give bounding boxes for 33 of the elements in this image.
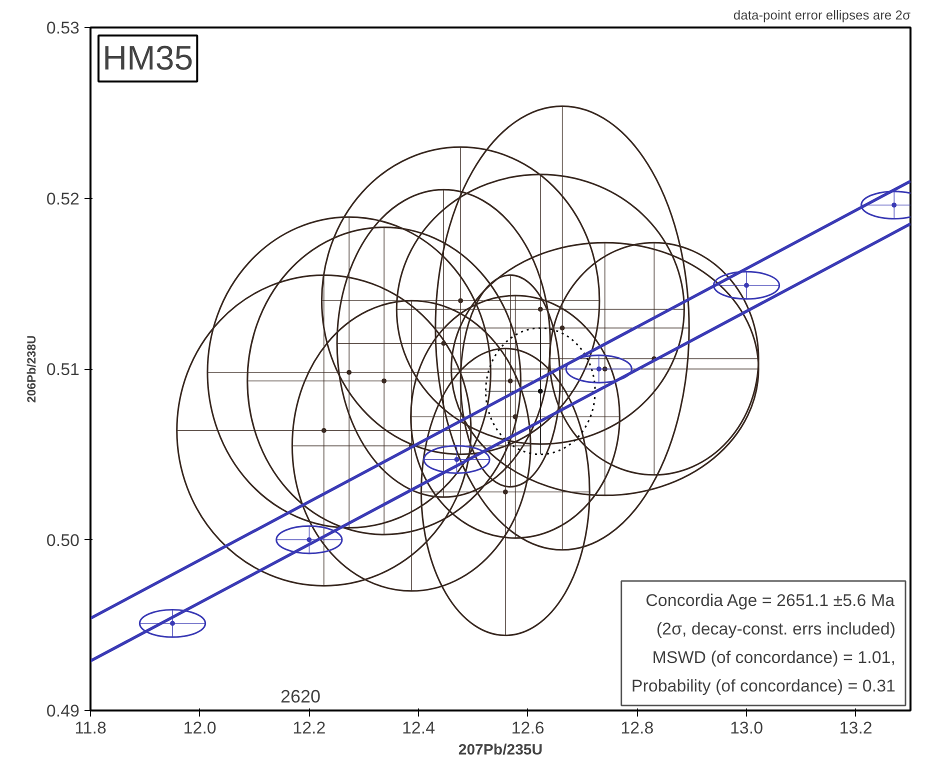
x-tick-label: 13.2: [839, 718, 872, 738]
y-tick-label: 0.53: [46, 18, 80, 38]
point: [892, 202, 897, 208]
point: [560, 326, 565, 331]
x-tick-label: 13.0: [730, 718, 764, 738]
y-tick-label: 0.52: [46, 189, 80, 208]
point: [382, 378, 387, 384]
x-axis-title: 207Pb/235U: [458, 742, 543, 758]
point: [538, 388, 543, 394]
x-tick-label: 12.4: [402, 718, 436, 738]
point: [454, 457, 460, 462]
point: [512, 414, 518, 420]
y-tick-label: 0.50: [46, 530, 80, 550]
text: data-point error ellipses are 2σ: [733, 8, 911, 22]
x-tick-label: 12.6: [511, 718, 544, 738]
point: [441, 340, 446, 346]
point: [502, 489, 508, 494]
point: [170, 620, 175, 626]
x-tick-label: 12.8: [620, 718, 654, 738]
point: [744, 282, 749, 288]
point: [596, 366, 602, 372]
y-tick-label: 0.49: [46, 702, 80, 720]
chart-title: HM35: [102, 40, 194, 78]
x-tick-label: 12.0: [183, 718, 216, 738]
y-axis-title: 206Pb/238U: [24, 335, 38, 403]
point: [458, 298, 464, 304]
point: [508, 378, 513, 384]
x-tick-label: 11.8: [74, 718, 106, 738]
x-tick-label: 12.2: [292, 718, 326, 738]
point: [306, 537, 312, 542]
annotation: 2620: [280, 686, 321, 706]
y-tick-label: 0.51: [46, 360, 80, 379]
annotation: Concordia Age = 2651.1 ±5.6 Ma (2σ, decay-const. errs included) MSWD (of concordance) = 1.01, Probability (of concordance) = 0.31: [631, 591, 896, 696]
